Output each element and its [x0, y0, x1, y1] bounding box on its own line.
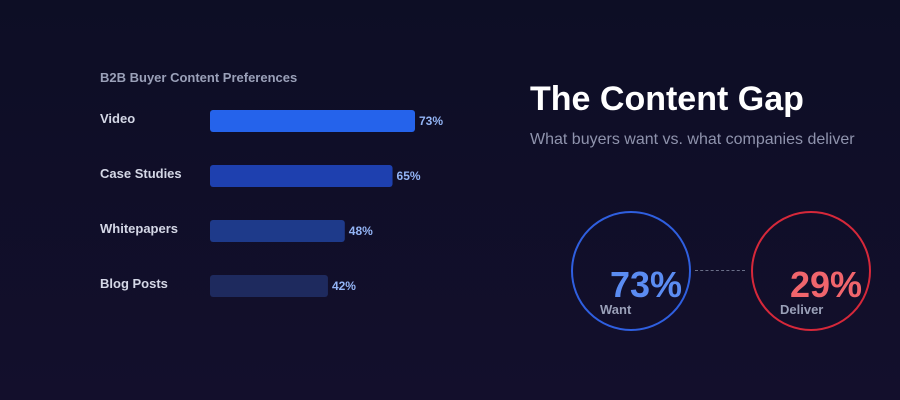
chart-title: B2B Buyer Content Preferences: [100, 70, 298, 85]
category-label: Case Studies: [100, 166, 182, 181]
comparison-connector: [695, 270, 745, 271]
category-label: Video: [100, 111, 135, 126]
want-label: Want: [600, 302, 632, 317]
category-label: Blog Posts: [100, 276, 168, 291]
bar: [210, 110, 415, 132]
bar: [210, 275, 328, 297]
bar-value-label: 48%: [349, 224, 373, 238]
deliver-circle: 29% Deliver: [751, 211, 871, 331]
deliver-value: 29%: [790, 264, 863, 305]
page-title: The Content Gap: [530, 80, 804, 118]
bar: [210, 220, 345, 242]
bar-value-label: 65%: [397, 169, 421, 183]
category-label: Whitepapers: [100, 221, 178, 236]
page-subtitle: What buyers want vs. what companies deli…: [530, 131, 855, 148]
want-circle: 73% Want: [571, 211, 691, 331]
bar-value-label: 73%: [419, 114, 443, 128]
bar-chart: Video 73% Case Studies 65% Whitepapers 48% Blo…: [100, 110, 443, 297]
bar: [210, 165, 393, 187]
want-value: 73%: [610, 264, 683, 305]
deliver-label: Deliver: [780, 302, 824, 317]
bar-value-label: 42%: [332, 279, 356, 293]
